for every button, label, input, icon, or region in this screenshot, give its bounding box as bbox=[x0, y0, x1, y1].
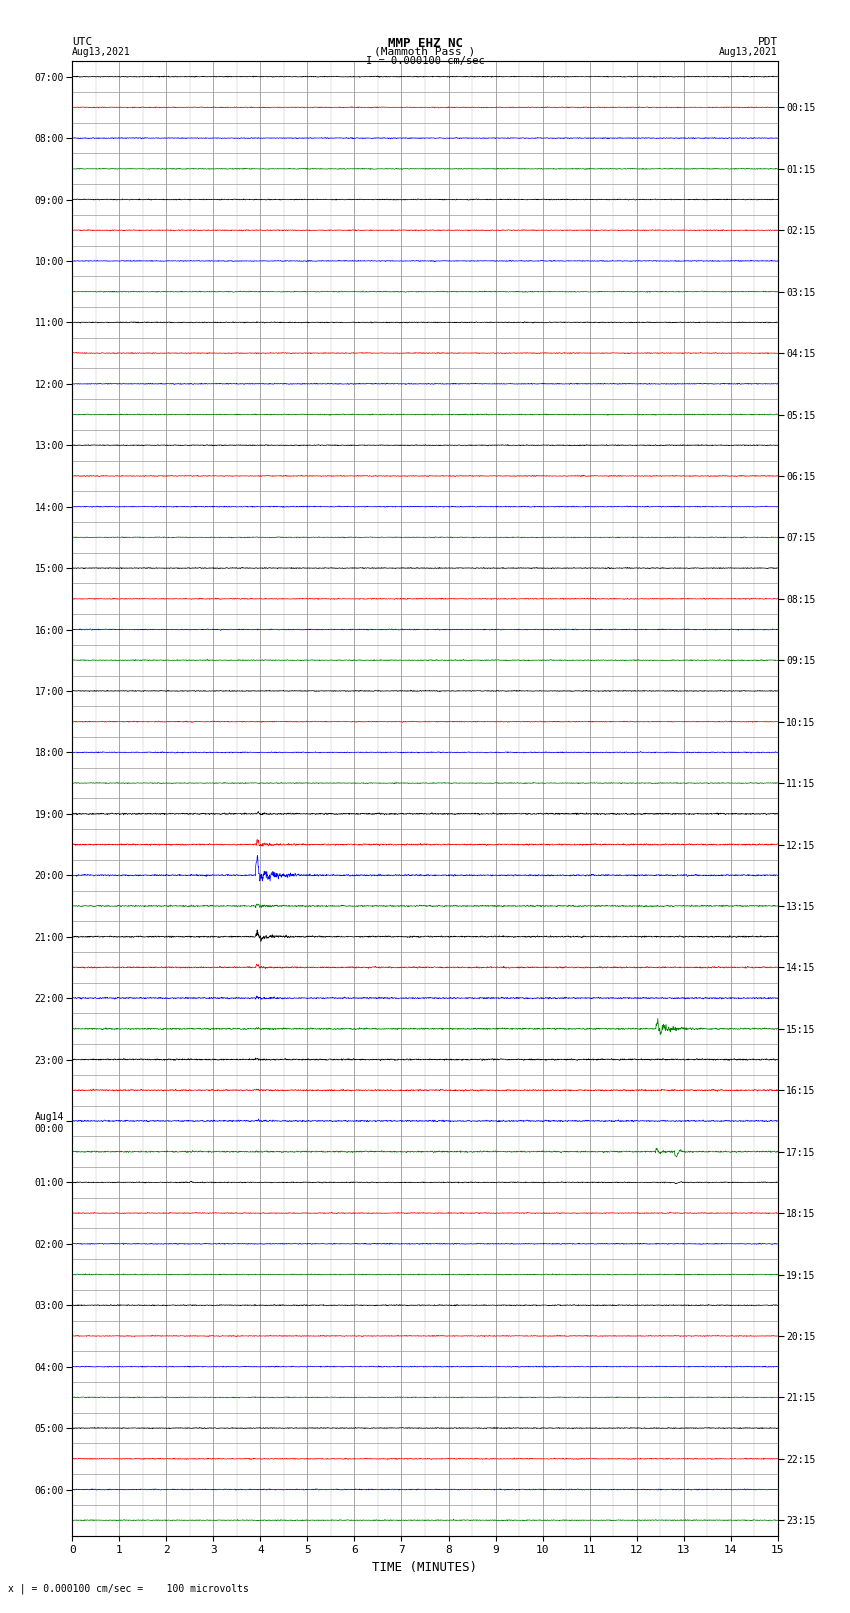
X-axis label: TIME (MINUTES): TIME (MINUTES) bbox=[372, 1561, 478, 1574]
Text: UTC: UTC bbox=[72, 37, 93, 47]
Text: x | = 0.000100 cm/sec =    100 microvolts: x | = 0.000100 cm/sec = 100 microvolts bbox=[8, 1582, 249, 1594]
Text: Aug13,2021: Aug13,2021 bbox=[719, 47, 778, 56]
Text: (Mammoth Pass ): (Mammoth Pass ) bbox=[374, 47, 476, 56]
Text: Aug13,2021: Aug13,2021 bbox=[72, 47, 131, 56]
Text: I = 0.000100 cm/sec: I = 0.000100 cm/sec bbox=[366, 56, 484, 66]
Text: PDT: PDT bbox=[757, 37, 778, 47]
Text: MMP EHZ NC: MMP EHZ NC bbox=[388, 37, 462, 50]
